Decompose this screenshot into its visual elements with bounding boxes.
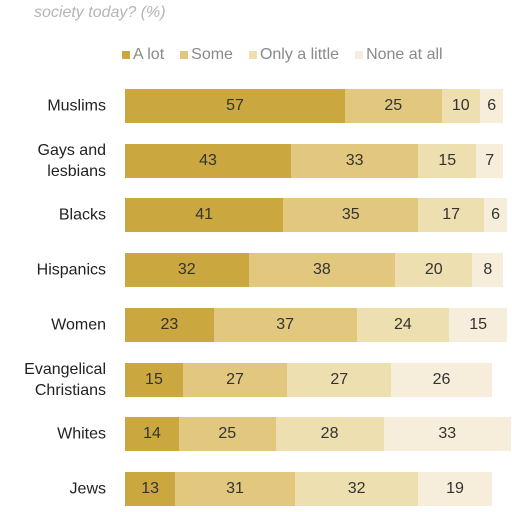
value-label: 37 <box>276 315 295 333</box>
legend-label: None at all <box>366 46 443 63</box>
bar-segment: 43 <box>125 143 291 178</box>
value-label: 15 <box>469 315 488 333</box>
bar-segment: 37 <box>213 307 357 342</box>
value-label: 23 <box>160 315 179 333</box>
legend: A lot Some Only a little None at all <box>122 46 443 64</box>
bar-segment: 27 <box>287 362 392 397</box>
value-label: 7 <box>485 151 495 169</box>
bar-segment: 13 <box>125 471 176 506</box>
bar-segment: 19 <box>418 471 492 506</box>
value-label: 13 <box>141 479 159 497</box>
category-label: Muslims <box>47 97 106 115</box>
bar-segment: 32 <box>125 253 249 288</box>
value-label: 6 <box>487 97 497 114</box>
value-label: 33 <box>438 425 457 443</box>
bar-segment: 24 <box>356 307 450 342</box>
legend-swatch <box>355 51 364 59</box>
value-label: 43 <box>199 151 217 169</box>
bar-segment: 23 <box>125 307 214 342</box>
value-label: 27 <box>226 370 244 388</box>
bar-segment: 28 <box>275 417 384 452</box>
legend-item: Some <box>180 46 233 64</box>
bar-segment: 41 <box>125 198 284 233</box>
bar-segment: 32 <box>294 471 419 506</box>
value-label: 35 <box>341 206 360 224</box>
bar-segment: 15 <box>125 362 183 397</box>
value-label: 6 <box>491 206 500 224</box>
category-label: Jews <box>69 480 106 498</box>
value-label: 10 <box>451 97 470 114</box>
value-label: 41 <box>195 206 214 224</box>
value-label: 20 <box>424 261 443 279</box>
bar-segment: 6 <box>483 198 508 233</box>
bar-segment: 35 <box>283 198 419 233</box>
value-label: 15 <box>145 370 163 388</box>
bar-segment: 25 <box>345 89 442 123</box>
bar-segment: 38 <box>248 253 396 288</box>
value-label: 26 <box>432 370 451 388</box>
value-label: 24 <box>394 315 412 333</box>
value-label: 27 <box>330 370 349 388</box>
value-label: 17 <box>442 206 461 224</box>
bar-segment: 26 <box>391 362 492 397</box>
legend-swatch <box>180 51 189 59</box>
bar-segment: 8 <box>472 253 504 288</box>
legend-item: Only a little <box>248 46 340 64</box>
legend-label: A lot <box>133 46 165 63</box>
legend-swatch <box>248 51 257 59</box>
value-label: 31 <box>226 479 244 497</box>
bar-segment: 20 <box>395 253 473 288</box>
value-label: 28 <box>320 425 339 443</box>
bar-segment: 15 <box>418 143 477 178</box>
value-label: 8 <box>483 261 493 279</box>
category-label: Blacks <box>58 206 106 224</box>
value-label: 14 <box>143 425 161 443</box>
bar-segment: 33 <box>290 143 419 178</box>
bar-segment: 31 <box>175 471 295 506</box>
category-label: Gays and lesbians <box>37 141 106 180</box>
bar-segment: 10 <box>441 89 481 123</box>
bar-segment: 27 <box>182 362 288 397</box>
category-label: Evangelical Christians <box>24 360 106 399</box>
value-label: 15 <box>438 151 457 169</box>
category-label: Whites <box>57 425 106 443</box>
category-label: Women <box>51 316 106 334</box>
value-label: 25 <box>384 97 403 114</box>
value-label: 38 <box>312 261 331 279</box>
legend-item: A lot <box>122 46 164 64</box>
bar-segment: 7 <box>476 143 504 178</box>
bar-segment: 6 <box>480 89 504 123</box>
bar-segment: 25 <box>179 417 276 452</box>
legend-label: Some <box>191 46 233 63</box>
bar-segment: 15 <box>449 307 508 342</box>
legend-item: None at all <box>355 46 443 64</box>
legend-swatch <box>122 51 130 59</box>
category-label: Hispanics <box>36 261 106 279</box>
chart-title: society today? (%) <box>34 4 166 21</box>
legend-label: Only a little <box>259 46 340 63</box>
value-label: 33 <box>345 151 364 169</box>
value-label: 32 <box>177 261 196 279</box>
value-label: 32 <box>347 479 366 497</box>
bar-segment: 14 <box>125 417 180 452</box>
value-label: 57 <box>226 97 244 114</box>
value-label: 25 <box>218 425 237 443</box>
bar-segment: 33 <box>383 417 511 452</box>
value-label: 19 <box>446 479 464 497</box>
bar-segment: 57 <box>125 89 346 123</box>
bar-segment: 17 <box>418 198 484 233</box>
